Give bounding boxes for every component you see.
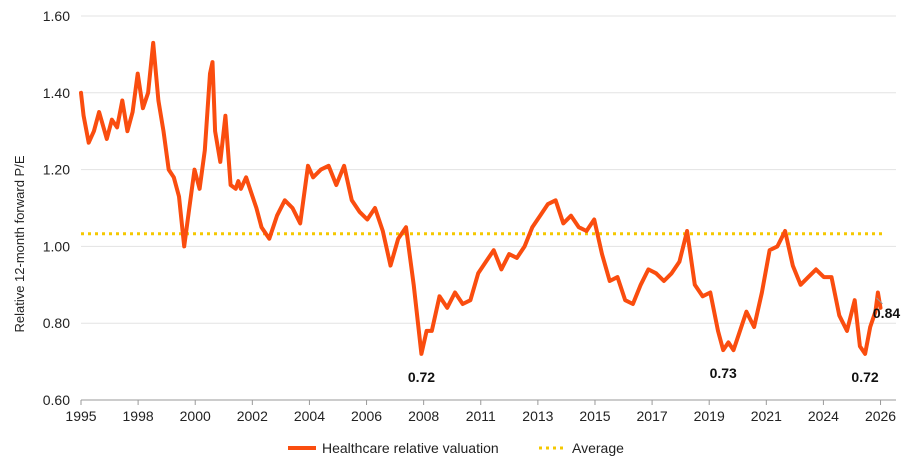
x-tick-label: 1995 bbox=[65, 408, 96, 424]
legend-label-average: Average bbox=[572, 440, 624, 456]
legend: Healthcare relative valuation Average bbox=[288, 440, 624, 456]
x-tick-label: 2008 bbox=[408, 408, 439, 424]
legend-label-series: Healthcare relative valuation bbox=[322, 440, 499, 456]
y-tick-label: 1.40 bbox=[43, 85, 70, 101]
x-tick-label: 2021 bbox=[751, 408, 782, 424]
x-tick-label: 2004 bbox=[294, 408, 325, 424]
x-tick-label: 2026 bbox=[865, 408, 896, 424]
healthcare-relative-valuation-line bbox=[79, 40, 883, 356]
x-tick-label: 2000 bbox=[180, 408, 211, 424]
x-tick-label: 1998 bbox=[123, 408, 154, 424]
y-axis-label: Relative 12-month forward P/E bbox=[12, 155, 27, 332]
x-tick-label: 2006 bbox=[351, 408, 382, 424]
y-tick-label: 0.80 bbox=[43, 315, 70, 331]
data-label: 0.73 bbox=[710, 365, 737, 381]
x-tick-label: 2019 bbox=[694, 408, 725, 424]
y-tick-label: 0.60 bbox=[43, 392, 70, 408]
gridlines bbox=[81, 15, 896, 324]
data-label: 0.72 bbox=[851, 369, 878, 385]
x-tick-label: 2002 bbox=[237, 408, 268, 424]
x-tick-labels: 1995 1998 2000 2002 2004 2006 2008 2011 2013 2015… bbox=[65, 408, 896, 424]
x-tick-label: 2024 bbox=[808, 408, 839, 424]
data-label: 0.84 bbox=[873, 305, 900, 321]
y-tick-label: 1.60 bbox=[43, 8, 70, 24]
data-label: 0.72 bbox=[408, 369, 435, 385]
x-tick-label: 2015 bbox=[579, 408, 610, 424]
y-tick-label: 1.20 bbox=[43, 162, 70, 178]
annotation-leader-line bbox=[876, 297, 883, 305]
x-tick-label: 2011 bbox=[466, 408, 496, 424]
x-tick-label: 2017 bbox=[637, 408, 668, 424]
x-tick-label: 2013 bbox=[522, 408, 553, 424]
y-tick-label: 1.00 bbox=[43, 238, 70, 254]
x-tick-marks bbox=[80, 400, 882, 405]
y-tick-labels: 0.60 0.80 1.00 1.20 1.40 1.60 bbox=[43, 8, 70, 408]
data-labels: 0.72 0.73 0.72 0.84 bbox=[408, 305, 901, 385]
